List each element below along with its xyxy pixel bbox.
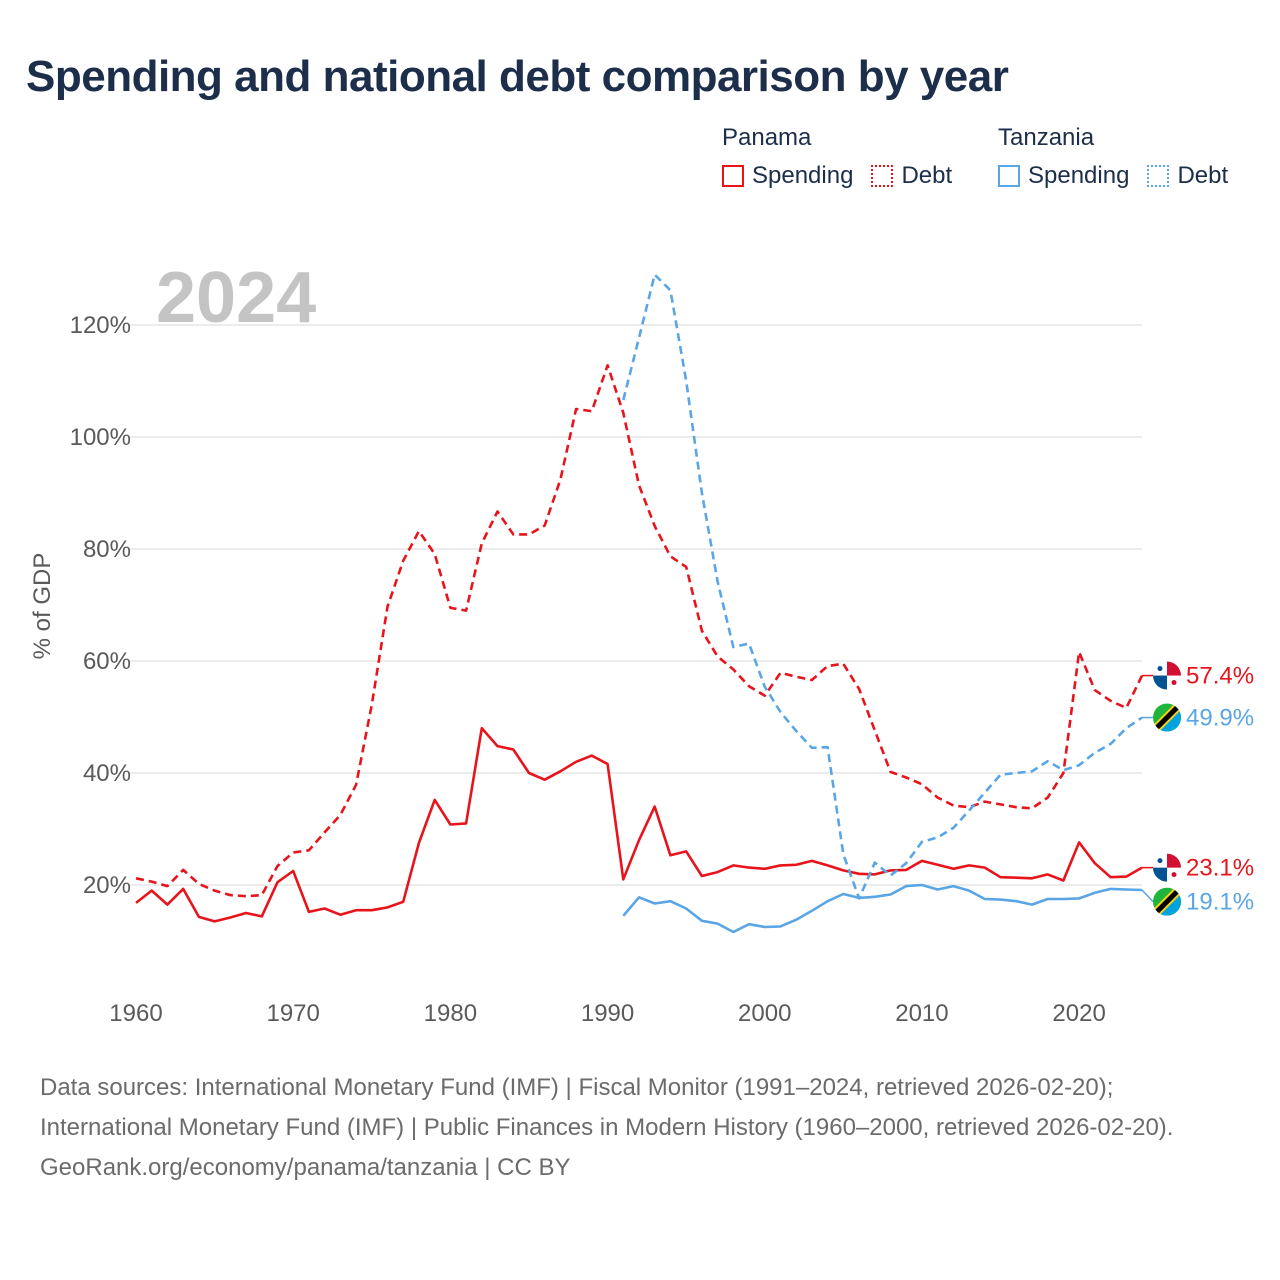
y-tick-label: 60% [83,648,131,675]
x-axis: 1960 1970 1980 1990 2000 2010 2020 [109,1000,1106,1027]
legend-label: Spending [1028,162,1130,189]
panama-flag-icon [1153,661,1181,690]
y-tick-label: 40% [83,760,131,787]
x-tick-label: 1980 [424,1000,477,1027]
year-watermark: 2024 [156,258,316,338]
end-value-label: 49.9% [1186,705,1254,732]
end-value-label: 19.1% [1186,889,1254,916]
legend-item-tanzania-debt[interactable]: Debt [1147,162,1228,190]
legend-group-tanzania: Tanzania Spending Debt [998,124,1228,190]
legend-item-panama-spending[interactable]: Spending [722,162,853,190]
footer: Data sources: International Monetary Fun… [40,1068,1240,1188]
chart-svg: 2024 20%40%60%80%100%120% 1960 1970 1980 19… [29,258,1254,1027]
y-tick-label: 80% [83,536,131,563]
x-tick-label: 2010 [895,1000,948,1027]
x-tick-label: 2020 [1052,1000,1105,1027]
series-line-tanzania-debt [622,273,1143,900]
legend-label: Debt [901,162,953,189]
legend-swatch-dotted [1147,165,1170,187]
x-tick-label: 1970 [266,1000,319,1027]
legend-label: Spending [752,162,854,189]
legend-group-panama: Panama Spending Debt [722,124,970,190]
legend-swatch-solid [998,165,1020,187]
legend-group-name: Panama [722,124,812,151]
grid-lines [128,324,1142,886]
x-tick-label: 1990 [581,1000,634,1027]
series-line-tanzania-spending [622,883,1143,934]
tanzania-flag-icon [1153,703,1181,732]
end-connector [1141,889,1154,903]
legend-swatch-solid [722,165,744,187]
legend-swatch-dotted [871,165,894,187]
legend-item-panama-debt[interactable]: Debt [871,162,952,190]
y-tick-label: 100% [70,424,131,451]
y-tick-label: 120% [70,312,131,339]
series-line-panama-debt [135,364,1144,898]
legend-group-name: Tanzania [998,124,1095,151]
credit-link[interactable]: GeoRank.org/economy/panama/tanzania | CC… [40,1154,571,1181]
chart-title: Spending and national debt comparison by… [26,52,1009,101]
y-axis-label: % of GDP [29,553,56,660]
series-line-panama-spending [135,726,1143,923]
panama-flag-icon [1153,853,1181,882]
legend-item-tanzania-spending[interactable]: Spending [998,162,1129,190]
legend-label: Debt [1177,162,1229,189]
x-tick-label: 1960 [109,1000,162,1027]
end-value-label: 23.1% [1186,855,1254,882]
y-axis: 20% 40% 60% 80% 100% 120% [70,312,131,899]
tanzania-flag-icon [1153,887,1181,916]
end-markers: 57.4% 49.9% 23.1% 19.1% [1141,661,1254,916]
series-lines [135,273,1144,934]
end-value-label: 57.4% [1186,663,1254,690]
x-tick-label: 2000 [738,1000,791,1027]
data-sources: Data sources: International Monetary Fun… [40,1074,1174,1141]
y-tick-label: 20% [83,872,131,899]
